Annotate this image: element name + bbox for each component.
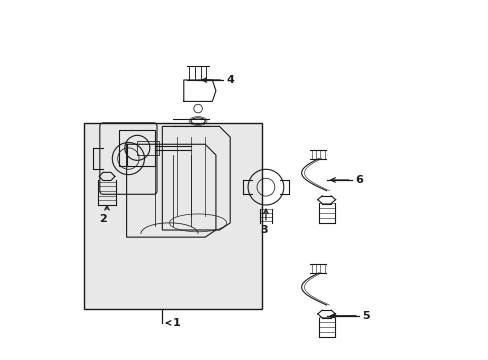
Text: 4: 4 — [226, 75, 234, 85]
Bar — [137, 141, 159, 155]
Text: 2: 2 — [100, 214, 107, 224]
Text: 5: 5 — [362, 311, 369, 321]
Text: 1: 1 — [173, 318, 181, 328]
Bar — [83, 123, 262, 309]
Text: 3: 3 — [260, 225, 267, 235]
Bar — [119, 130, 155, 166]
Text: 6: 6 — [354, 175, 363, 185]
